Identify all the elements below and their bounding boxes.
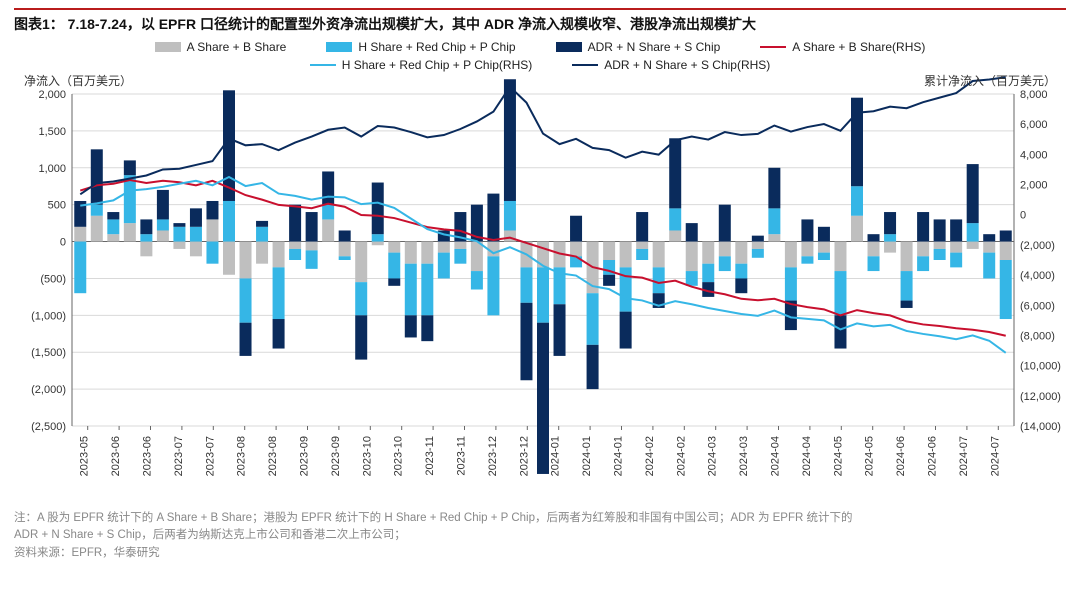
- legend-label: A Share + B Share(RHS): [792, 40, 925, 54]
- svg-text:2024-01: 2024-01: [550, 436, 562, 476]
- svg-text:2023-12: 2023-12: [518, 436, 530, 476]
- svg-text:0: 0: [60, 237, 66, 249]
- svg-text:2024-02: 2024-02: [675, 436, 687, 476]
- y-axis-left-label: 净流入（百万美元）: [24, 72, 132, 89]
- svg-text:2023-07: 2023-07: [173, 436, 185, 476]
- legend-label: ADR + N Share + S Chip(RHS): [604, 58, 770, 72]
- svg-text:0: 0: [1020, 210, 1026, 222]
- svg-text:2023-08: 2023-08: [236, 436, 248, 476]
- svg-text:2024-07: 2024-07: [958, 436, 970, 476]
- legend-label: H Share + Red Chip + P Chip(RHS): [342, 58, 533, 72]
- svg-text:2023-06: 2023-06: [110, 436, 122, 476]
- svg-text:2024-01: 2024-01: [613, 436, 625, 476]
- svg-text:4,000: 4,000: [1020, 149, 1048, 161]
- svg-text:2023-09: 2023-09: [299, 436, 311, 476]
- svg-text:(6,000): (6,000): [1020, 300, 1055, 312]
- footnote-line: 注：A 股为 EPFR 统计下的 A Share + B Share；港股为 E…: [14, 510, 1066, 527]
- svg-text:1,500: 1,500: [38, 126, 66, 138]
- svg-text:(10,000): (10,000): [1020, 361, 1061, 373]
- svg-text:2024-01: 2024-01: [581, 436, 593, 476]
- svg-text:2023-11: 2023-11: [456, 436, 468, 476]
- svg-text:(4,000): (4,000): [1020, 270, 1055, 282]
- legend-swatch-bar: [556, 42, 582, 52]
- svg-text:(1,500): (1,500): [31, 347, 66, 359]
- svg-text:(14,000): (14,000): [1020, 421, 1061, 433]
- svg-text:2023-07: 2023-07: [204, 436, 216, 476]
- svg-text:8,000: 8,000: [1020, 89, 1048, 101]
- svg-text:2023-09: 2023-09: [330, 436, 342, 476]
- legend-item: A Share + B Share(RHS): [760, 40, 925, 54]
- svg-text:2023-11: 2023-11: [424, 436, 436, 476]
- legend-item: H Share + Red Chip + P Chip(RHS): [310, 58, 533, 72]
- svg-text:500: 500: [48, 200, 66, 212]
- legend-swatch-line: [310, 64, 336, 66]
- svg-text:1,000: 1,000: [38, 163, 66, 175]
- svg-text:(2,500): (2,500): [31, 421, 66, 433]
- svg-text:2024-04: 2024-04: [801, 436, 813, 476]
- svg-text:6,000: 6,000: [1020, 119, 1048, 131]
- svg-text:(8,000): (8,000): [1020, 330, 1055, 342]
- legend-swatch-bar: [326, 42, 352, 52]
- svg-text:(2,000): (2,000): [1020, 240, 1055, 252]
- legend-label: ADR + N Share + S Chip: [588, 40, 721, 54]
- svg-text:2023-10: 2023-10: [361, 436, 373, 476]
- legend: A Share + B Share H Share + Red Chip + P …: [94, 40, 986, 72]
- svg-text:2024-06: 2024-06: [927, 436, 939, 476]
- legend-swatch-line: [572, 64, 598, 66]
- legend-swatch-line: [760, 46, 786, 48]
- svg-text:2024-04: 2024-04: [770, 436, 782, 476]
- svg-text:(12,000): (12,000): [1020, 391, 1061, 403]
- svg-text:2,000: 2,000: [1020, 180, 1048, 192]
- svg-text:2023-06: 2023-06: [142, 436, 154, 476]
- footnote: 注：A 股为 EPFR 统计下的 A Share + B Share；港股为 E…: [14, 510, 1066, 562]
- svg-text:2024-03: 2024-03: [707, 436, 719, 476]
- svg-text:(500): (500): [40, 273, 66, 285]
- svg-text:2023-12: 2023-12: [487, 436, 499, 476]
- svg-text:2,000: 2,000: [38, 89, 66, 101]
- y-axis-right-label: 累计净流入（百万美元）: [924, 72, 1056, 89]
- legend-label: A Share + B Share: [187, 40, 287, 54]
- svg-text:2023-10: 2023-10: [393, 436, 405, 476]
- legend-item: H Share + Red Chip + P Chip: [326, 40, 515, 54]
- chart-svg: (2,500) (2,000) (1,500) (1,000) (500) 0 500 1,0…: [14, 74, 1066, 504]
- legend-item: ADR + N Share + S Chip: [556, 40, 721, 54]
- svg-text:2024-07: 2024-07: [989, 436, 1001, 476]
- legend-swatch-bar: [155, 42, 181, 52]
- svg-text:2024-02: 2024-02: [644, 436, 656, 476]
- svg-text:2023-08: 2023-08: [267, 436, 279, 476]
- footnote-line: 资料来源：EPFR，华泰研究: [14, 545, 1066, 562]
- svg-text:2024-05: 2024-05: [832, 436, 844, 476]
- svg-text:2024-03: 2024-03: [738, 436, 750, 476]
- svg-text:(2,000): (2,000): [31, 384, 66, 396]
- footnote-line: ADR + N Share + S Chip，后两者为纳斯达克上市公司和香港二次…: [14, 527, 1066, 544]
- chart-area: 净流入（百万美元） 累计净流入（百万美元） (2,500) (2,000) (1,5…: [14, 74, 1066, 504]
- legend-label: H Share + Red Chip + P Chip: [358, 40, 515, 54]
- svg-text:2024-05: 2024-05: [864, 436, 876, 476]
- chart-title: 图表1： 7.18-7.24，以 EPFR 口径统计的配置型外资净流出规模扩大，…: [14, 8, 1066, 34]
- legend-item: A Share + B Share: [155, 40, 287, 54]
- svg-text:2024-06: 2024-06: [895, 436, 907, 476]
- svg-text:(1,000): (1,000): [31, 310, 66, 322]
- svg-text:2023-05: 2023-05: [79, 436, 91, 476]
- legend-item: ADR + N Share + S Chip(RHS): [572, 58, 770, 72]
